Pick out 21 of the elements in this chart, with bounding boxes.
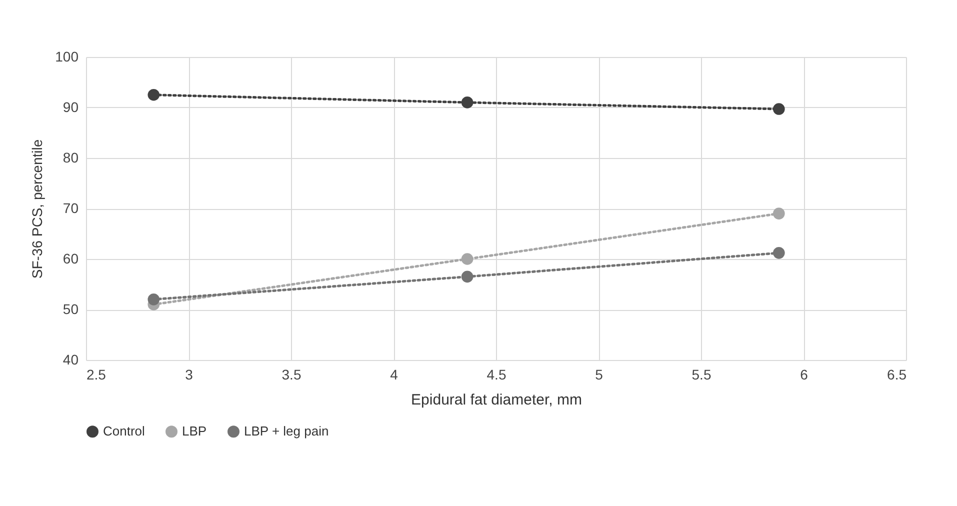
x-tick-label: 3	[185, 366, 194, 382]
legend-label: LBP + leg pain	[244, 424, 329, 439]
y-tick-label: 40	[62, 352, 79, 368]
x-axis-title: Epidural fat diameter, mm	[411, 392, 582, 408]
y-tick-label: 90	[62, 99, 79, 115]
y-tick-label: 60	[62, 250, 79, 266]
legend-label: LBP	[182, 424, 207, 439]
x-tick-label: 3.5	[282, 366, 302, 382]
y-tick-label: 80	[62, 150, 79, 166]
x-tick-label: 6.5	[887, 366, 907, 382]
x-tick-label: 4.5	[486, 366, 506, 382]
x-tick-label: 2.5	[86, 366, 106, 382]
y-tick-label: 100	[55, 48, 79, 64]
y-tick-label: 50	[62, 301, 79, 317]
x-tick-label: 5.5	[692, 366, 712, 382]
y-axis-title: SF-36 PCS, percentile	[29, 139, 46, 279]
x-tick-label: 6	[800, 366, 808, 382]
x-tick-label: 5	[595, 366, 604, 382]
y-tick-label: 70	[62, 200, 79, 216]
x-tick-label: 4	[390, 366, 398, 382]
legend-label: Control	[103, 424, 146, 439]
